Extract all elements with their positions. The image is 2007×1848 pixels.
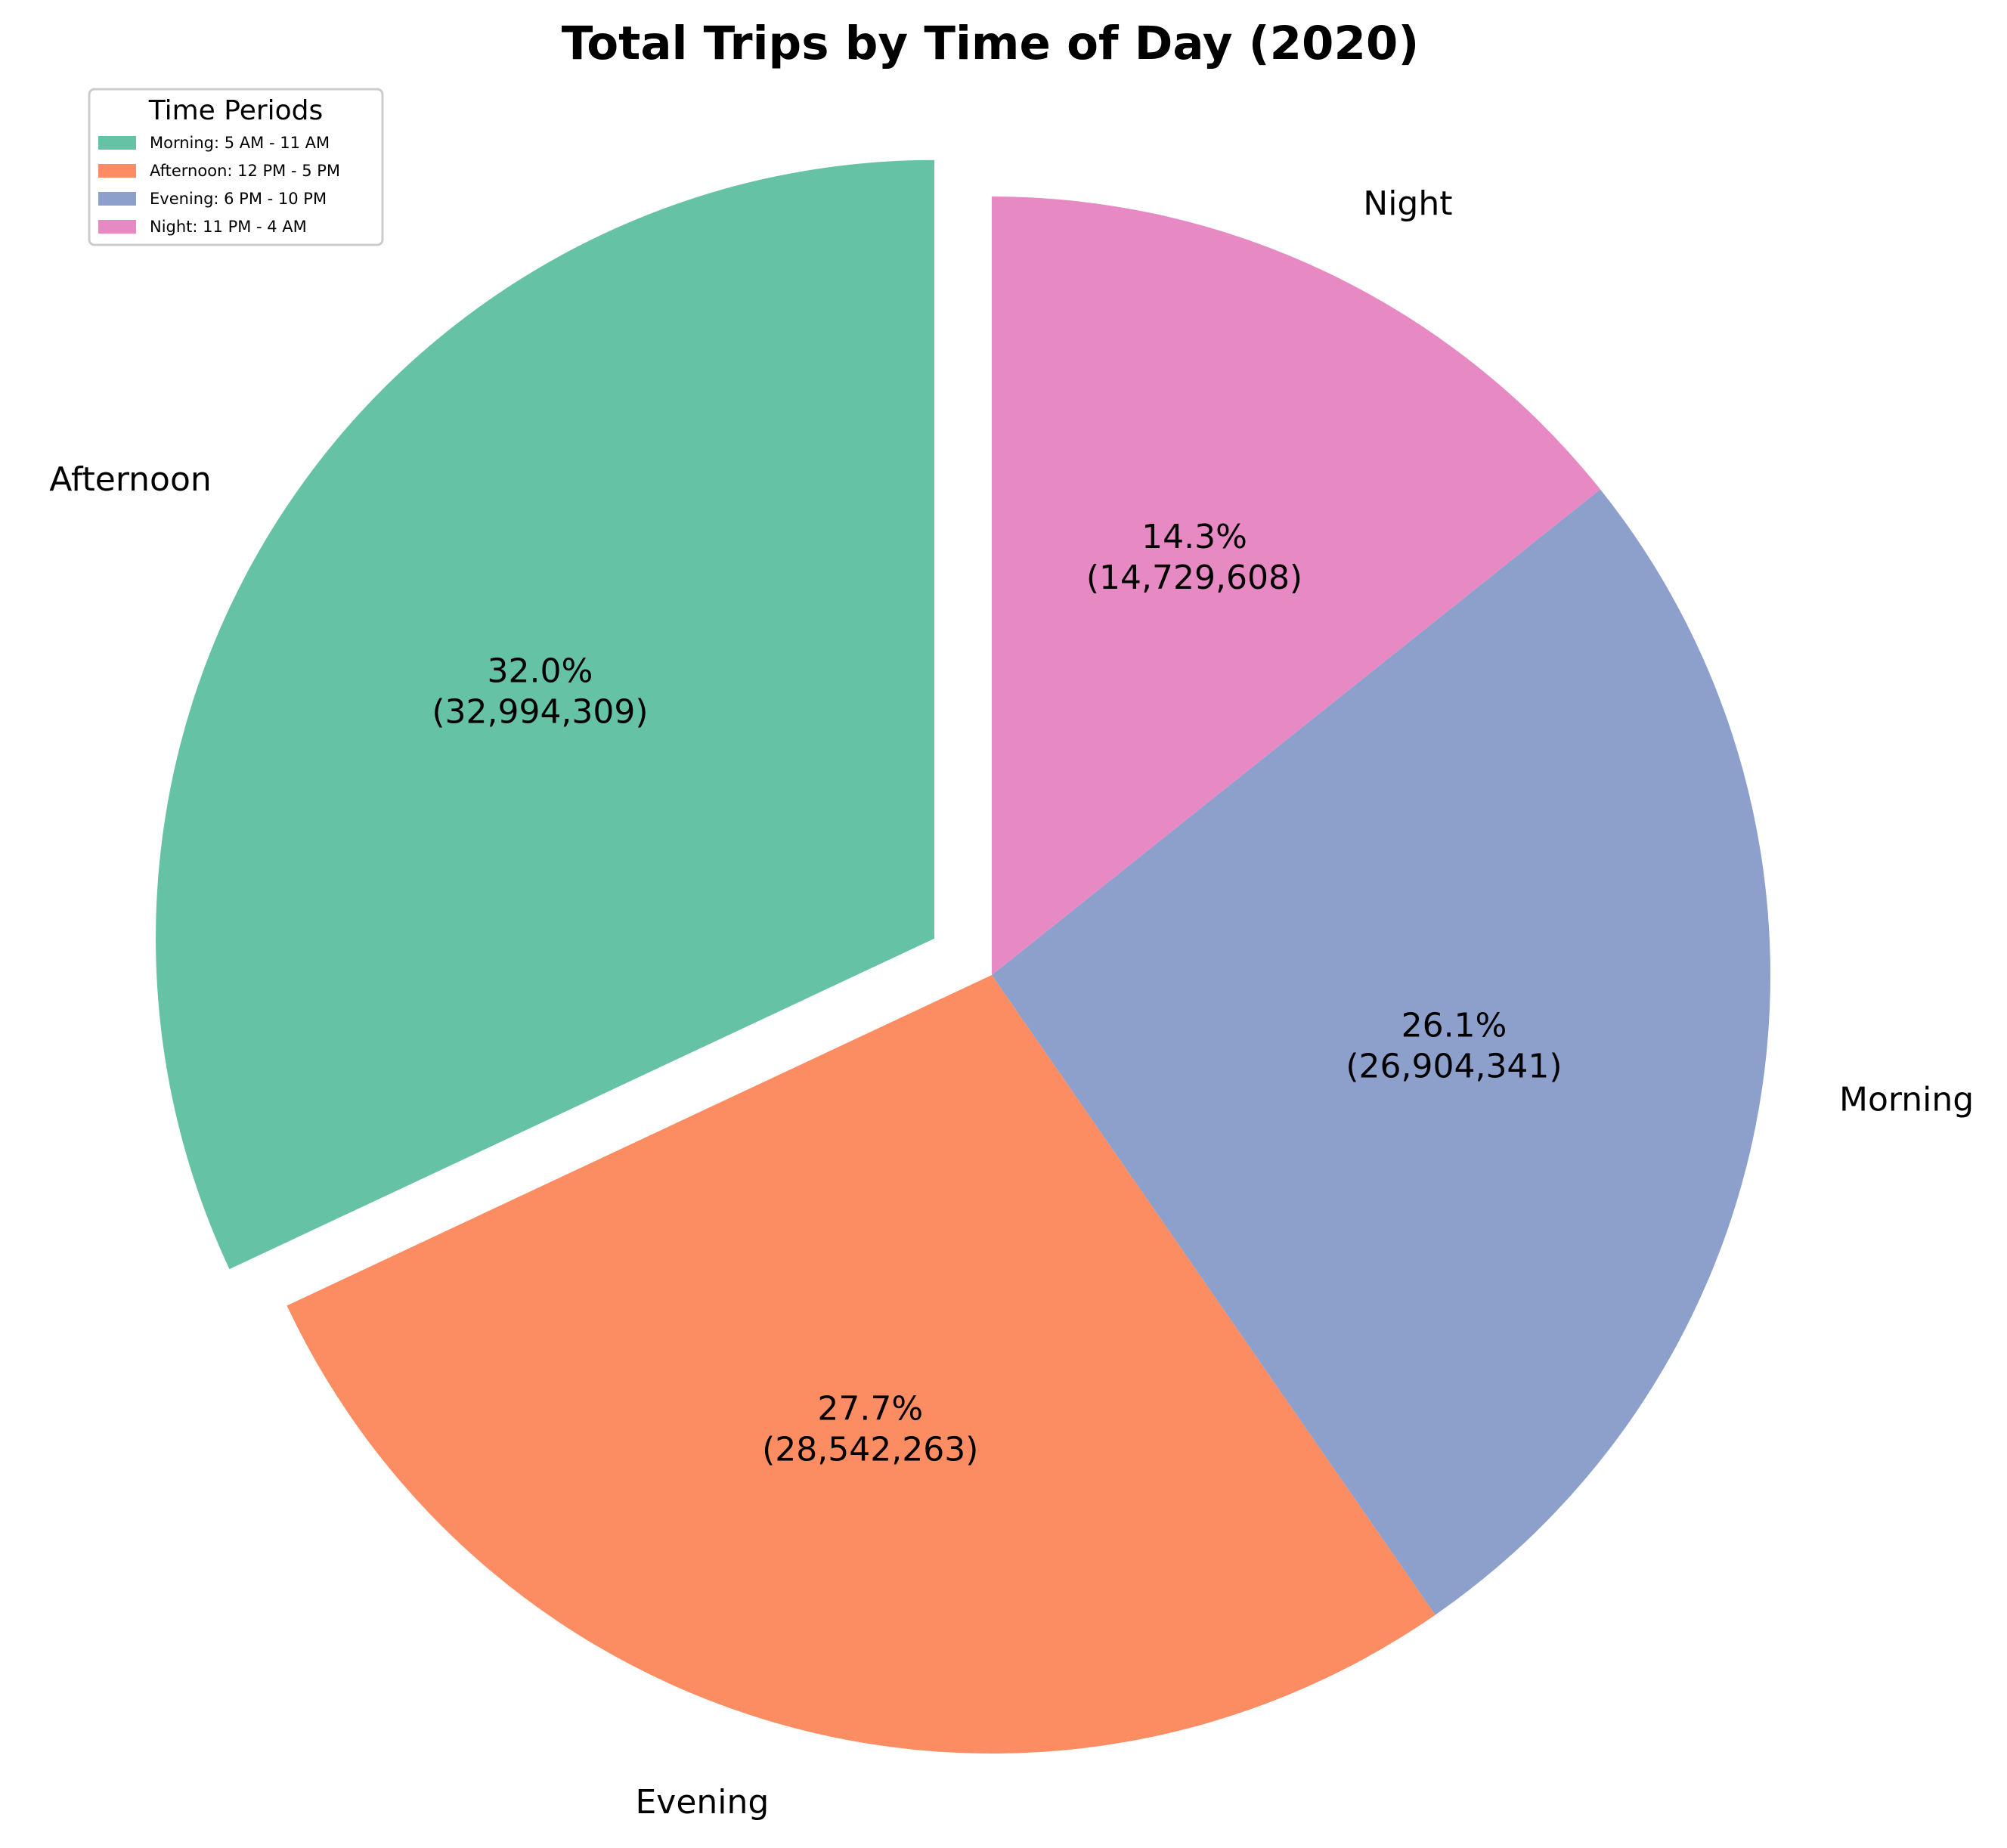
slice-label-afternoon: Afternoon [49, 460, 212, 499]
pie-slice-night [992, 197, 1600, 975]
pie-labels: Afternoon32.0%(32,994,309)Evening27.7%(2… [49, 184, 1974, 1822]
slice-label-evening: Evening [636, 1783, 770, 1822]
slice-value-night: (14,729,608) [1086, 559, 1302, 597]
legend-swatch [98, 220, 136, 234]
pie-slice-evening [286, 975, 1436, 1754]
slice-value-afternoon: (32,994,309) [432, 692, 648, 731]
legend-swatch [98, 192, 136, 206]
legend-swatch [98, 164, 136, 178]
slice-value-morning: (26,904,341) [1346, 1048, 1562, 1086]
slice-percent-morning: 26.1% [1401, 1007, 1507, 1045]
slice-percent-evening: 27.7% [817, 1390, 923, 1429]
legend-swatch [98, 136, 136, 150]
legend-label: Night: 11 PM - 4 AM [150, 218, 307, 236]
legend-title: Time Periods [148, 95, 324, 126]
slice-percent-night: 14.3% [1141, 518, 1247, 556]
slice-value-evening: (28,542,263) [762, 1431, 978, 1469]
slice-percent-afternoon: 32.0% [488, 652, 593, 690]
legend-label: Morning: 5 AM - 11 AM [150, 134, 330, 152]
legend-label: Evening: 6 PM - 10 PM [150, 190, 327, 208]
legend: Time Periods Morning: 5 AM - 11 AM Aftern… [88, 88, 384, 246]
legend-frame [88, 88, 384, 246]
pie-slice-morning [992, 489, 1771, 1615]
chart-title: Total Trips by Time of Day (2020) [562, 17, 1420, 70]
legend-label: Afternoon: 12 PM - 5 PM [150, 162, 340, 180]
slice-label-morning: Morning [1839, 1080, 1974, 1119]
pie-slice-afternoon [156, 159, 935, 1270]
slice-label-night: Night [1363, 184, 1452, 223]
pie-slices [156, 159, 1771, 1754]
legend-entries: Morning: 5 AM - 11 AM Afternoon: 12 PM - … [98, 134, 340, 236]
